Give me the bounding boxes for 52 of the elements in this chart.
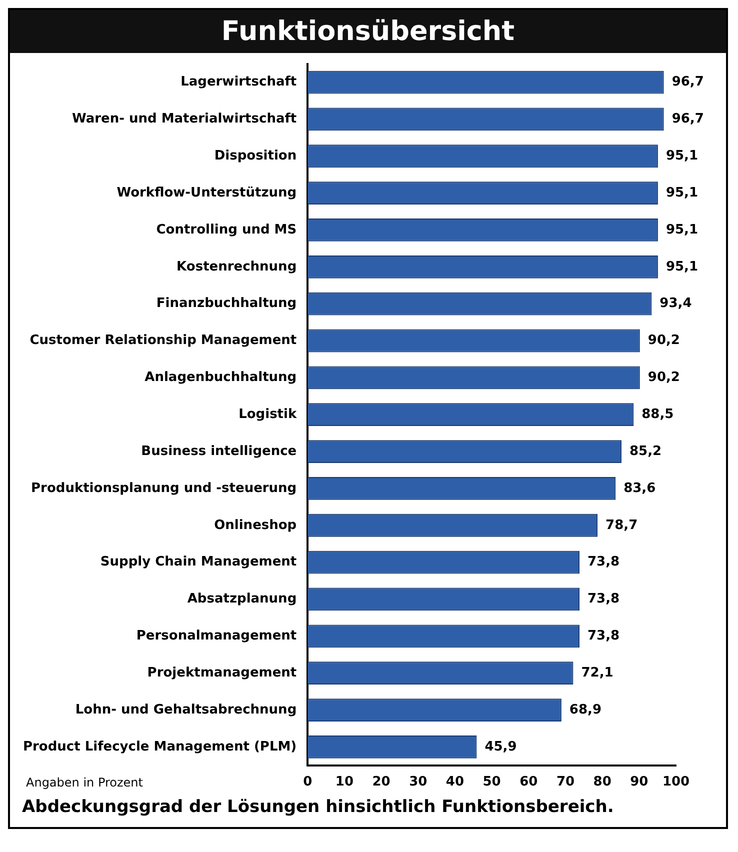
y-tick-label: Finanzbuchhaltung	[156, 296, 297, 312]
y-tick-label: Onlineshop	[214, 518, 297, 533]
data-label: 90,2	[648, 370, 680, 386]
data-label: 90,2	[648, 333, 680, 348]
data-label: 72,1	[581, 665, 614, 680]
y-tick-label: Disposition	[214, 148, 297, 164]
x-tick-label: 40	[446, 774, 464, 790]
data-label: 95,1	[666, 185, 698, 200]
y-tick-label: Kostenrechnung	[176, 259, 297, 274]
y-tick-label: Anlagenbuchhaltung	[144, 370, 297, 386]
y-tick-label: Customer Relationship Management	[30, 333, 297, 348]
y-tick-label: Waren- und Materialwirtschaft	[72, 112, 297, 127]
y-tick-label: Logistik	[238, 406, 297, 422]
data-label: 95,1	[666, 259, 698, 274]
x-tick-label: 70	[556, 774, 575, 790]
y-tick-label: Produktionsplanung und -steuerung	[31, 480, 297, 496]
x-tick-label: 50	[482, 774, 501, 790]
data-label: 78,7	[606, 518, 638, 533]
y-tick-label: Projektmanagement	[147, 665, 297, 680]
x-tick-label: 100	[662, 774, 690, 790]
y-tick-label: Personalmanagement	[136, 628, 297, 644]
data-label: 85,2	[629, 444, 662, 459]
data-label: 73,8	[587, 554, 620, 570]
data-label: 95,1	[666, 222, 698, 238]
x-tick-label: 60	[520, 774, 538, 790]
y-tick-label: Controlling und MS	[156, 222, 297, 238]
text: Abdeckungsgrad der Lösungen hinsichtlich Funktionsbereich.	[21, 796, 615, 819]
y-tick-label: Workflow-Unterstützung	[116, 185, 297, 200]
y-tick-label: Lagerwirtschaft	[180, 74, 297, 90]
data-label: 88,5	[642, 406, 674, 422]
data-label: 73,8	[587, 628, 620, 644]
data-label: 45,9	[484, 739, 517, 754]
data-label: 96,7	[672, 74, 704, 90]
x-tick-label: 30	[409, 774, 428, 790]
y-tick-label: Product Lifecycle Management (PLM)	[22, 739, 297, 754]
x-tick-label: 10	[335, 774, 354, 790]
chart-title: Funktionsübersicht	[10, 10, 726, 53]
y-tick-label: Absatzplanung	[187, 592, 297, 607]
data-label: 96,7	[672, 112, 704, 127]
x-tick-label: 90	[630, 774, 648, 790]
data-label: 68,9	[569, 702, 602, 718]
data-label: 95,1	[666, 148, 698, 164]
y-tick-label: Lohn- und Gehaltsabrechnung	[75, 702, 297, 718]
y-tick-label: Business intelligence	[141, 444, 297, 459]
data-label: 73,8	[587, 592, 620, 607]
data-label: 83,6	[624, 480, 656, 496]
data-label: 93,4	[660, 296, 692, 312]
text: Angaben in Prozent	[26, 776, 144, 790]
y-tick-label: Supply Chain Management	[100, 554, 297, 570]
x-tick-label: 20	[372, 774, 390, 790]
x-tick-label: 0	[303, 774, 312, 790]
x-tick-label: 80	[593, 774, 612, 790]
